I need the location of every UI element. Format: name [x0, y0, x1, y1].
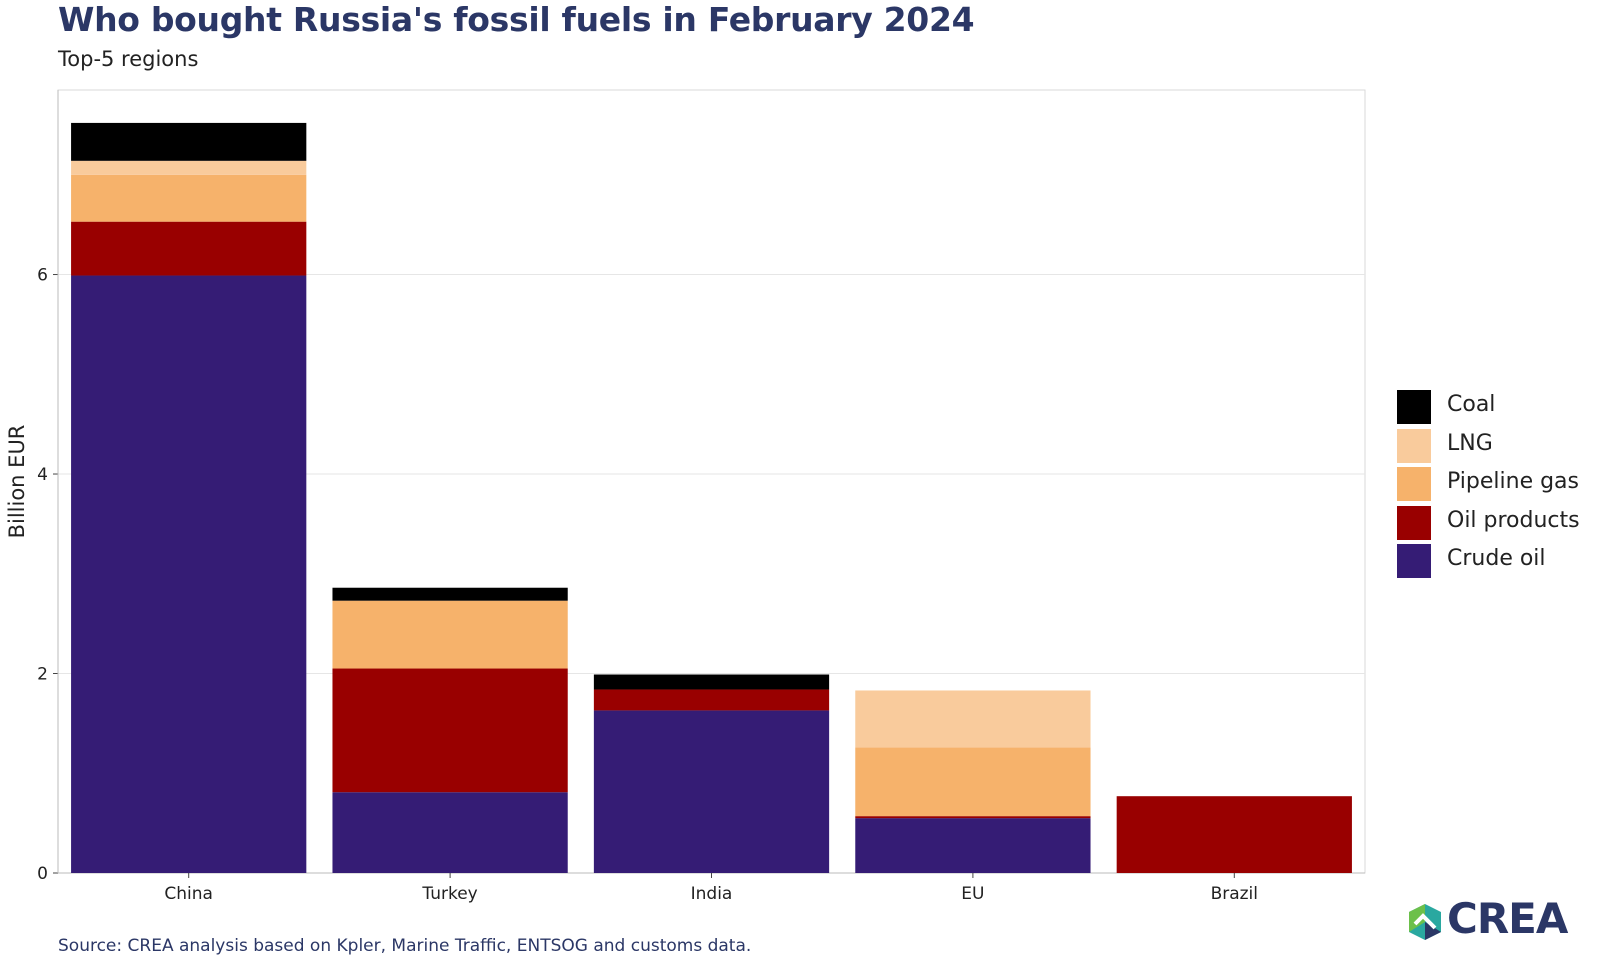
bar-china-crude-oil: [71, 275, 307, 873]
chart-title: Who bought Russia's fossil fuels in Febr…: [58, 0, 975, 39]
y-tick-label: 6: [37, 266, 48, 286]
bar-turkey-pipeline-gas: [332, 600, 568, 669]
source-note: Source: CREA analysis based on Kpler, Ma…: [58, 936, 752, 956]
bar-india-oil-products: [593, 689, 830, 711]
bar-eu-lng: [855, 690, 1091, 748]
bar-eu-pipeline-gas: [855, 747, 1091, 817]
bar-india-coal: [593, 674, 830, 690]
x-tick-label: Brazil: [1211, 884, 1258, 904]
legend-label: Oil products: [1447, 507, 1580, 533]
bar-eu-crude-oil: [855, 818, 1091, 873]
bar-turkey-oil-products: [332, 668, 568, 793]
y-axis-label: Billion EUR: [5, 425, 29, 539]
y-tick-label: 2: [37, 665, 48, 685]
legend-swatch: [1397, 544, 1431, 578]
bar-eu-oil-products: [855, 816, 1091, 819]
legend-label: LNG: [1447, 430, 1493, 456]
legend-swatch: [1397, 505, 1431, 540]
legend-label: Crude oil: [1447, 546, 1546, 571]
y-tick-label: 0: [37, 864, 48, 884]
x-tick-label: China: [164, 884, 213, 904]
bar-india-crude-oil: [593, 710, 830, 873]
bar-china-pipeline-gas: [71, 174, 307, 222]
chart-subtitle: Top-5 regions: [58, 47, 199, 71]
stacked-bar-chart: 0 2 4 6 Billion EUR China Turkey India EU Brazil: [5, 89, 1366, 904]
legend-label: Coal: [1447, 392, 1496, 417]
bar-turkey-crude-oil: [332, 792, 568, 873]
bar-turkey-coal: [332, 587, 568, 601]
legend-swatch: [1397, 428, 1431, 463]
legend-swatch: [1397, 467, 1431, 501]
legend-swatch: [1397, 390, 1431, 424]
y-tick-label: 4: [37, 465, 48, 485]
crea-logo-icon: [1409, 904, 1441, 940]
x-tick-label: EU: [961, 884, 984, 904]
crea-logo-text: CREA: [1447, 894, 1568, 943]
bar-china-oil-products: [71, 221, 307, 276]
bar-china-coal: [71, 122, 307, 161]
legend-label: Pipeline gas: [1447, 469, 1579, 494]
bar-brazil-oil-products: [1116, 796, 1352, 873]
x-tick-label: Turkey: [421, 884, 477, 904]
crea-logo: CREA: [1405, 894, 1595, 948]
bar-china-lng: [71, 160, 307, 175]
x-tick-label: India: [691, 884, 733, 904]
